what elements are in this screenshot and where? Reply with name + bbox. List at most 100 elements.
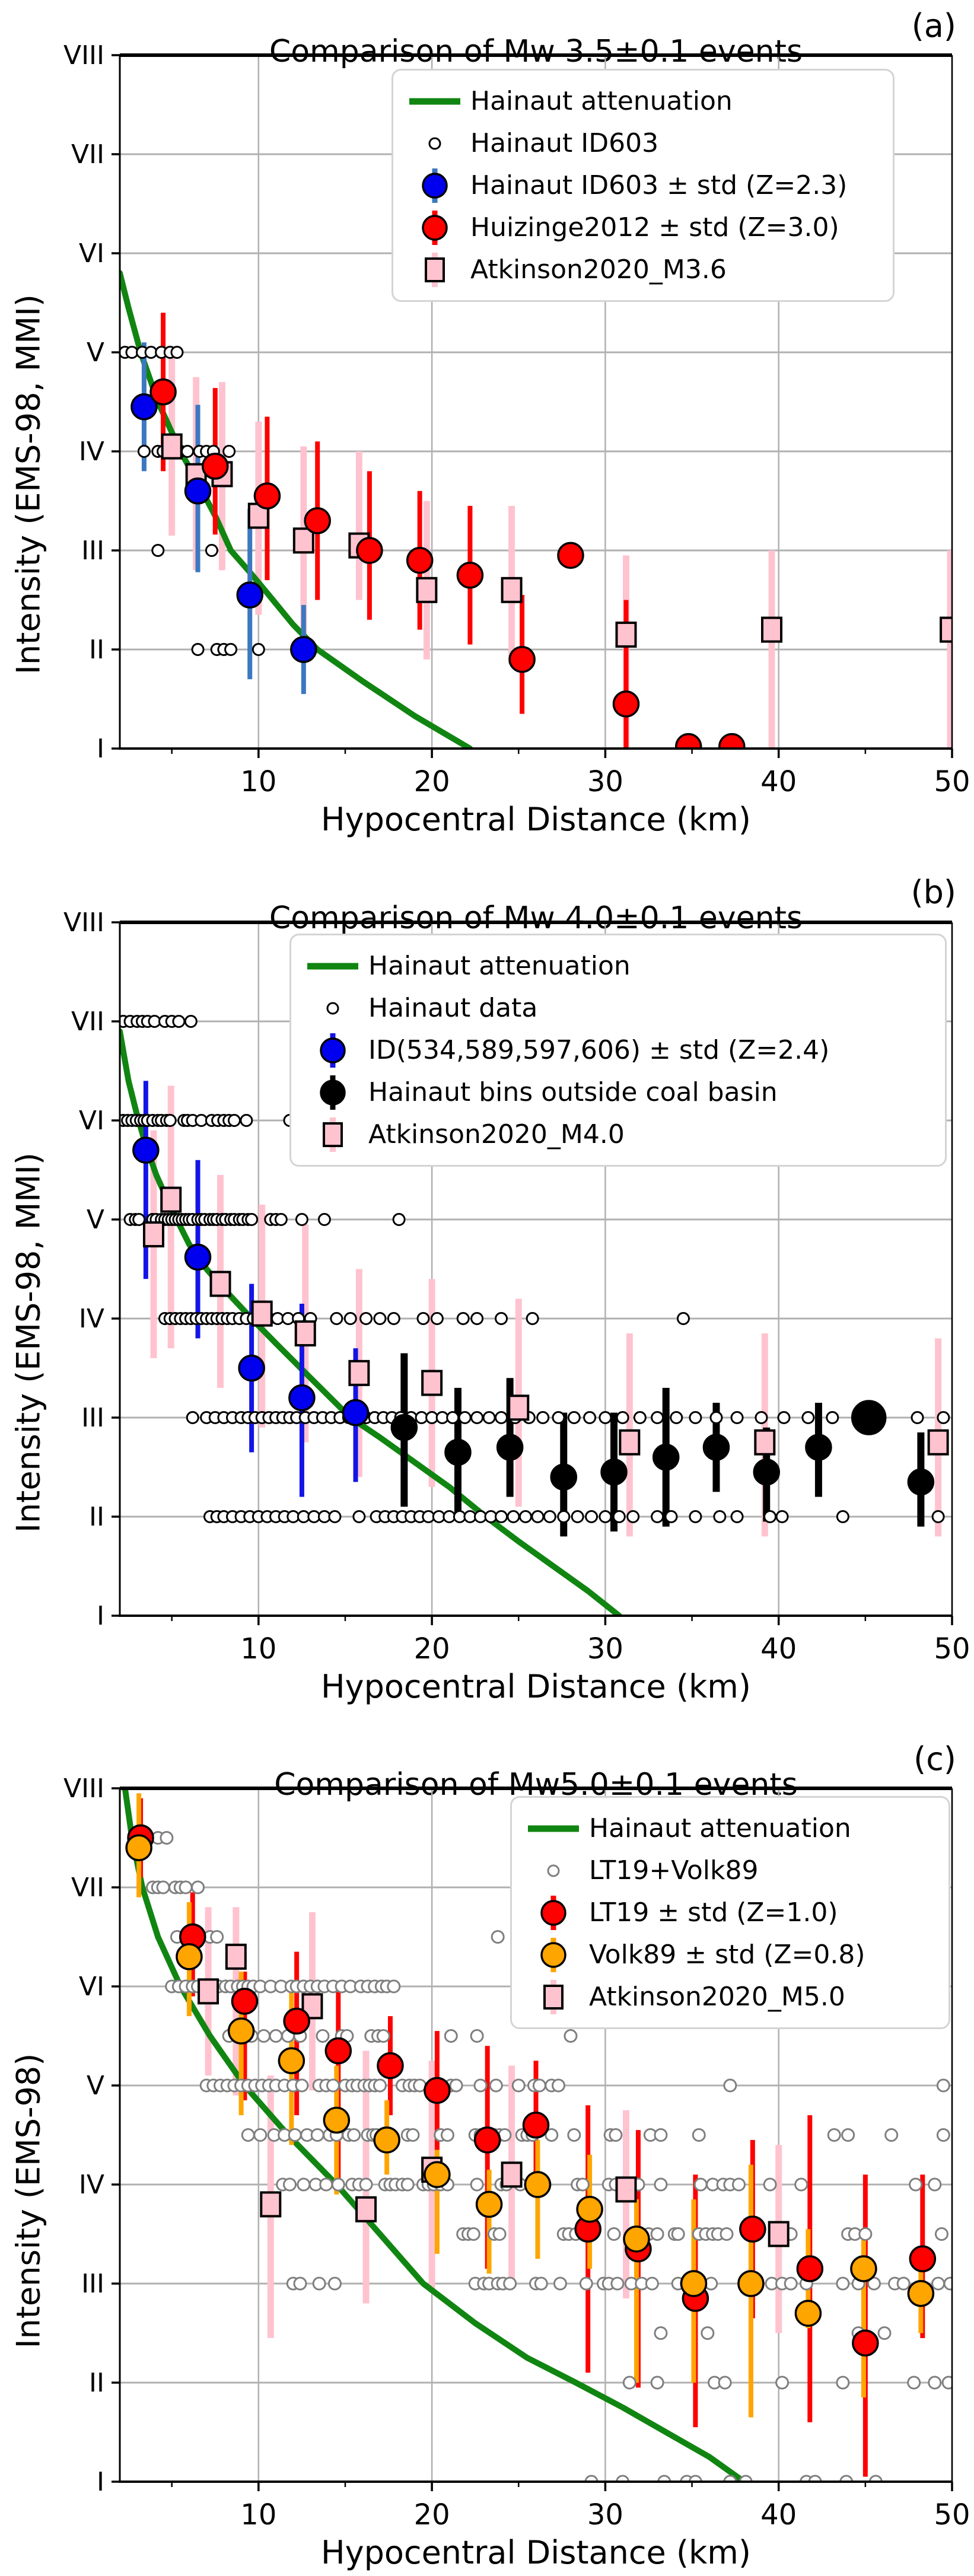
atkinson-square [508, 1394, 530, 1421]
panel-a: Comparison of Mw 3.5±0.1 events (a) Inte… [0, 0, 974, 859]
atkinson-square [754, 1429, 776, 1456]
atkinson-square [501, 577, 523, 603]
raw-data-point [763, 2177, 777, 2192]
atkinson-square [348, 1359, 370, 1386]
binned-point [202, 453, 229, 480]
raw-data-point [373, 1312, 387, 1325]
raw-data-point [444, 2029, 458, 2043]
legend-line-icon [399, 82, 470, 121]
raw-data-point [352, 1510, 366, 1523]
atkinson-square [260, 2191, 282, 2218]
plot-area [122, 1788, 952, 2482]
raw-data-point [808, 2475, 822, 2482]
y-tick-label: VIII [63, 1773, 104, 1804]
raw-data-point [416, 1312, 430, 1325]
binned-point [406, 546, 434, 574]
raw-data-point [689, 1411, 702, 1424]
y-tick-label: VII [71, 1873, 104, 1903]
y-tick-label: II [89, 635, 104, 665]
raw-data-point [633, 1411, 647, 1424]
raw-data-point [911, 1411, 924, 1424]
legend-item: LT19+Volk89 [518, 1849, 943, 1892]
raw-data-point [359, 1312, 373, 1325]
raw-data-point [836, 2276, 850, 2291]
binned-point [424, 2161, 451, 2189]
raw-data-point [651, 1411, 664, 1424]
raw-data-point [616, 2475, 630, 2482]
raw-data-point [245, 1213, 259, 1226]
panel-a-title: Comparison of Mw 3.5±0.1 events [269, 34, 803, 70]
y-tick-label: V [87, 2071, 104, 2101]
x-tick-label: 50 [934, 2498, 970, 2532]
raw-data-point [511, 2078, 526, 2093]
y-tick-label: IV [79, 1304, 104, 1334]
raw-data-point [928, 2177, 942, 2192]
raw-data-point [406, 2128, 420, 2142]
raw-data-point [293, 2276, 307, 2291]
raw-data-point [650, 2227, 664, 2241]
legend-square-icon [399, 250, 470, 289]
panel-b-xlabel: Hypocentral Distance (km) [321, 1668, 751, 1705]
binned-point [390, 1413, 418, 1441]
y-tick-label: III [81, 1403, 104, 1433]
raw-data-point [934, 2227, 948, 2241]
raw-data-point [579, 2276, 593, 2291]
legend-circle-icon [297, 1031, 368, 1070]
binned-point [456, 562, 484, 589]
legend-item: Hainaut ID603 [399, 122, 887, 164]
binned-point [600, 1459, 628, 1486]
raw-data-point [723, 2475, 737, 2482]
raw-data-point [730, 1510, 744, 1523]
atkinson-square [142, 1221, 164, 1248]
panel-a-letter: (a) [911, 7, 956, 44]
binned-point [674, 733, 702, 749]
raw-data-point [241, 2128, 255, 2142]
raw-data-point [282, 2177, 297, 2192]
legend-item: Atkinson2020_M3.6 [399, 249, 887, 291]
legend-marker-glyph [320, 1075, 346, 1110]
x-tick-label: 20 [414, 2498, 450, 2532]
legend-line-icon [297, 947, 368, 986]
legend-marker-glyph [528, 1825, 579, 1832]
raw-data-point [534, 2276, 548, 2291]
raw-data-point [430, 1312, 444, 1325]
raw-data-point [928, 2376, 942, 2390]
raw-data-point [937, 1411, 950, 1424]
raw-data-point [184, 1015, 198, 1028]
raw-data-point [491, 1930, 505, 1944]
atkinson-square [761, 616, 783, 643]
raw-data-point [317, 1213, 331, 1226]
legend-marker-glyph [425, 252, 445, 287]
binned-point [753, 1459, 780, 1486]
raw-data-point [295, 2078, 309, 2093]
binned-point [702, 1434, 730, 1461]
raw-data-point [170, 346, 184, 359]
raw-data-point [567, 1411, 581, 1424]
raw-data-point [400, 2177, 415, 2192]
raw-data-point [470, 1312, 484, 1325]
y-tick-label: I [97, 1601, 104, 1631]
binned-point [130, 393, 158, 421]
panel-a-xlabel: Hypocentral Distance (km) [321, 801, 751, 838]
legend-item-label: Volk89 ± std (Z=0.8) [589, 1940, 865, 1970]
legend-item-label: ID(534,589,597,606) ± std (Z=2.4) [368, 1035, 830, 1065]
raw-data-point [446, 1411, 460, 1424]
atkinson-square [768, 2221, 790, 2247]
legend-item-label: Hainaut ID603 ± std (Z=2.3) [470, 170, 848, 200]
raw-data-point [526, 1312, 539, 1325]
raw-data-point [310, 2128, 324, 2142]
raw-data-point [936, 2078, 950, 2093]
raw-data-point [654, 2326, 668, 2340]
raw-data-point [688, 2475, 702, 2482]
plot-area [120, 270, 952, 749]
raw-data-point [607, 2227, 621, 2241]
atkinson-square [198, 1978, 219, 2005]
legend-marker-glyph [409, 98, 460, 104]
binned-point [184, 1243, 212, 1271]
raw-data-point [777, 1411, 791, 1424]
raw-data-point [775, 2376, 790, 2390]
y-tick-label: VII [71, 139, 104, 170]
atkinson-square [292, 527, 314, 554]
raw-data-point [331, 2177, 345, 2192]
raw-data-point [836, 2376, 850, 2390]
